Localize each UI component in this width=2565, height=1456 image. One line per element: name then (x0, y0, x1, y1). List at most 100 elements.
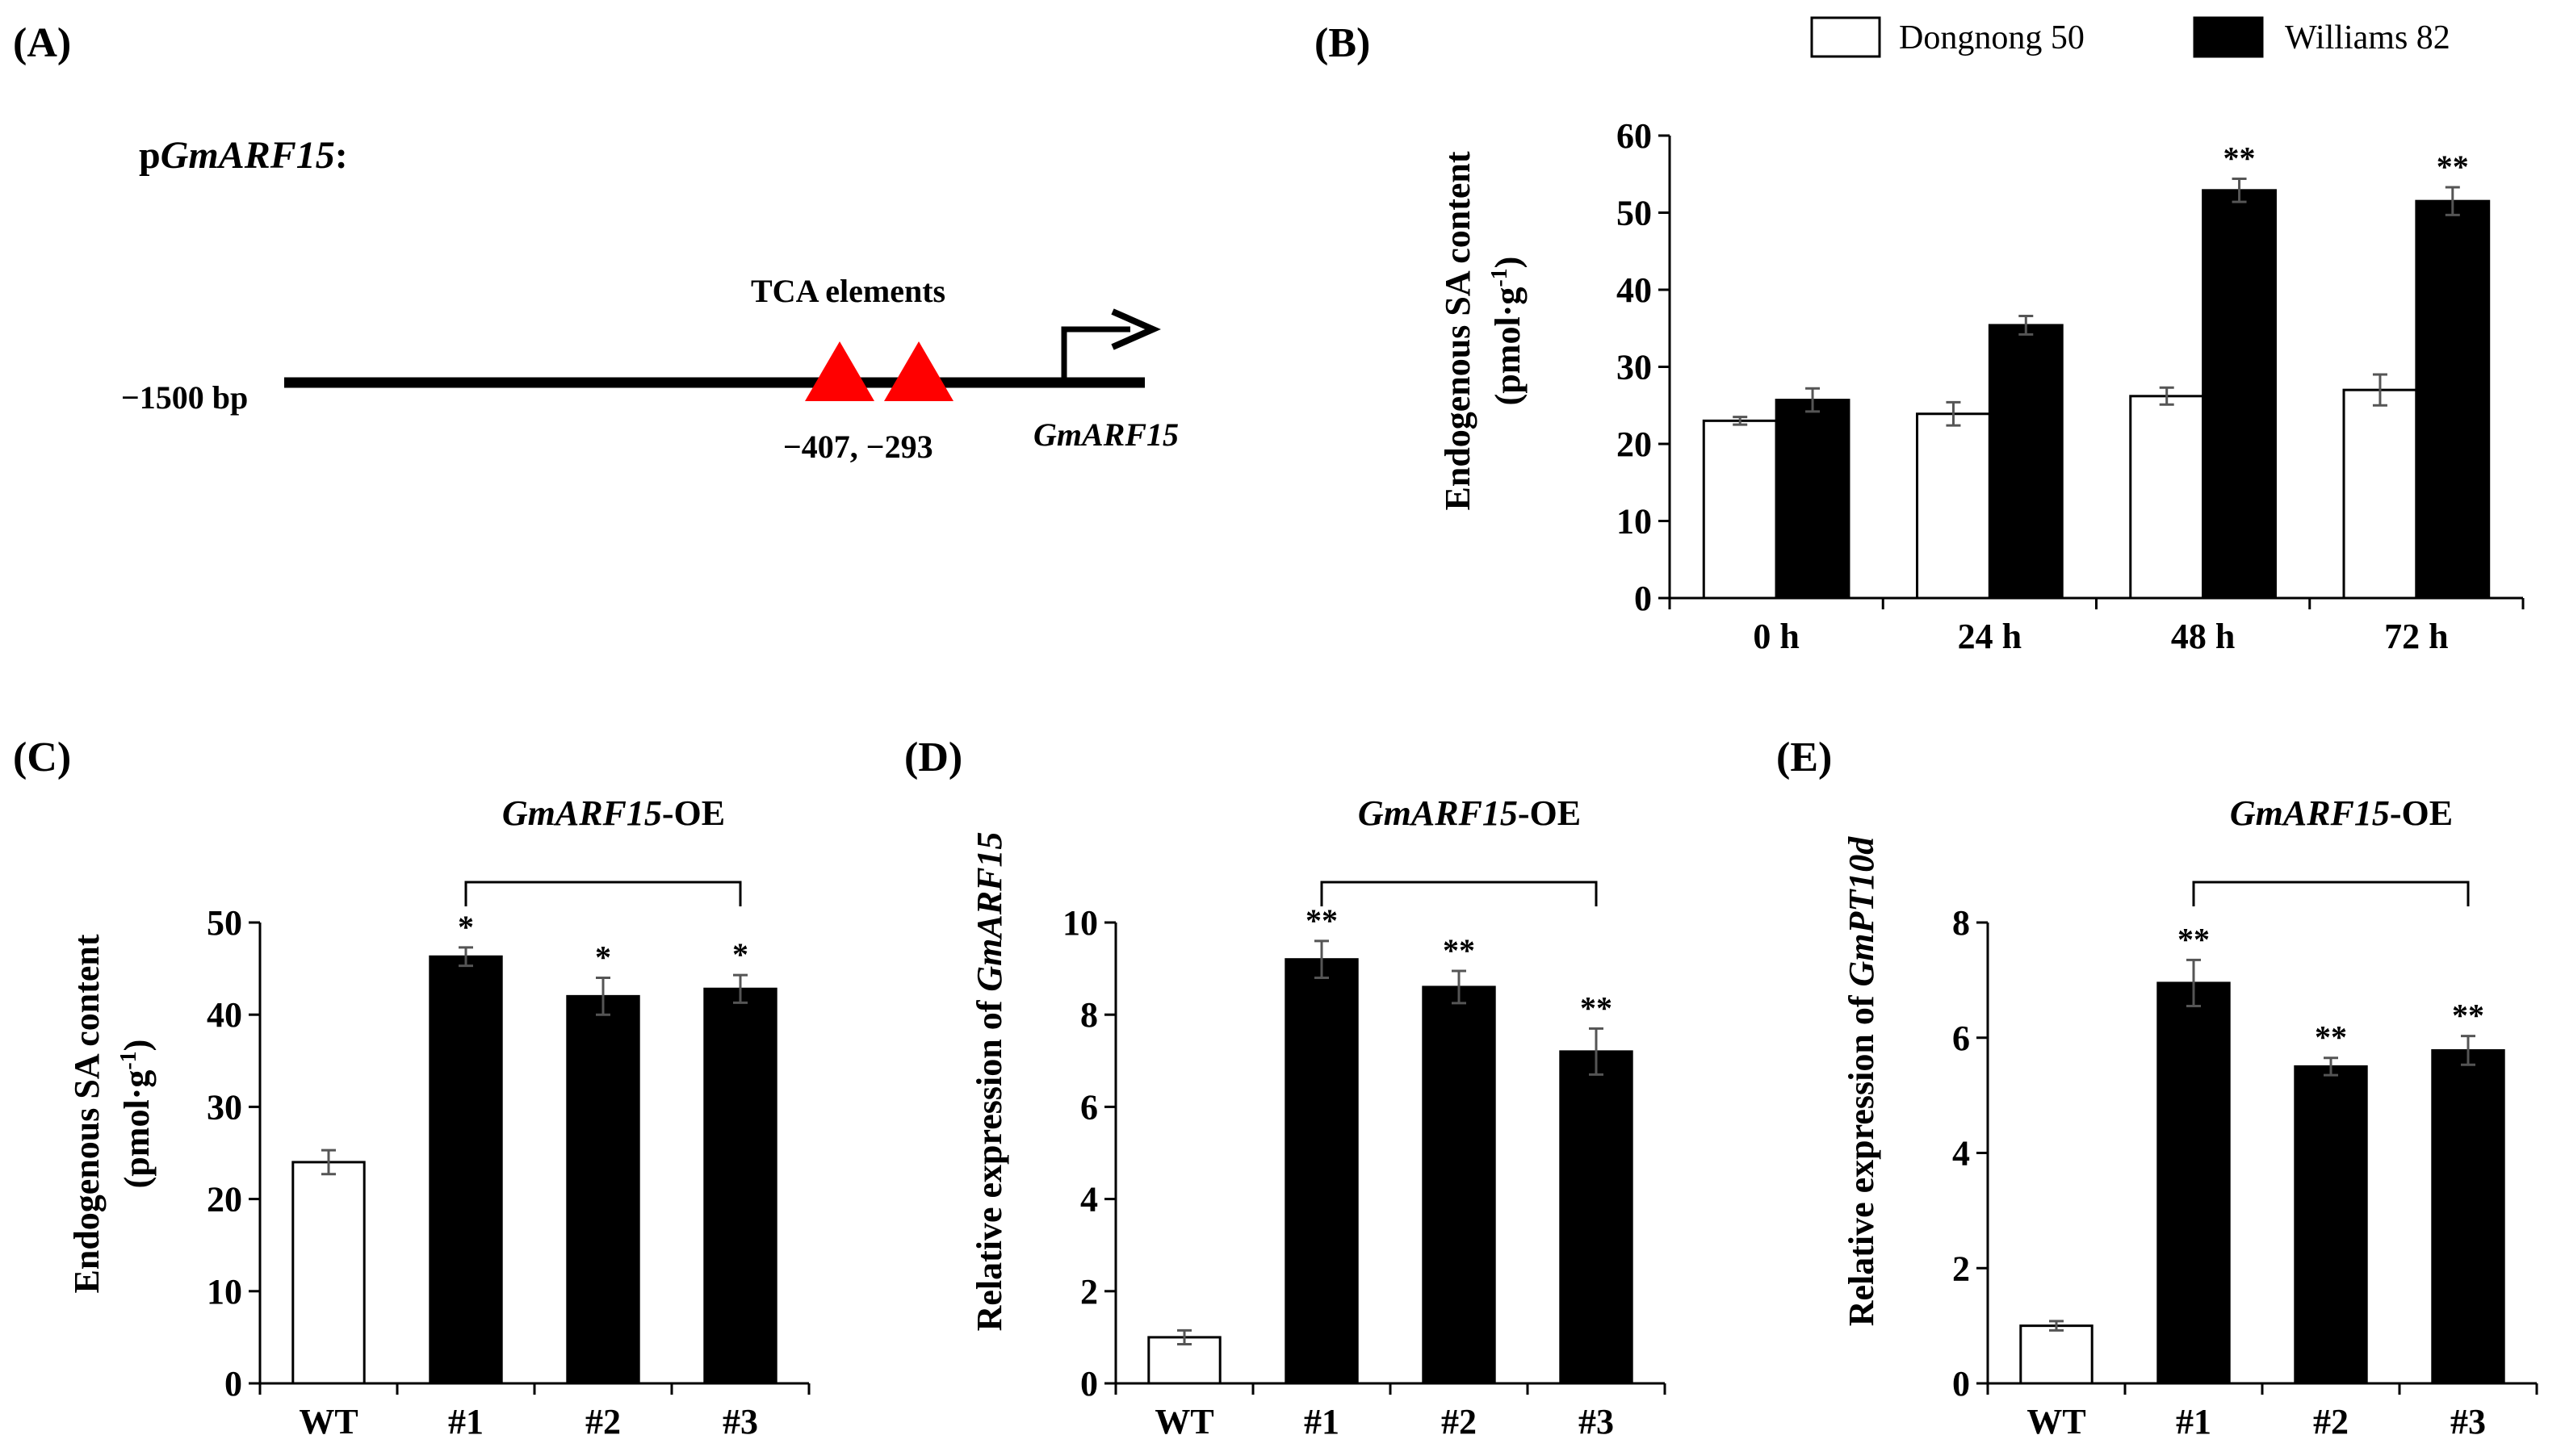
chart-c-group-label: GmARF15-OE (502, 793, 725, 833)
chart-b-y-tick-label: 20 (1616, 425, 1652, 464)
chart-e: Relative expression of GmPT10d GmARF15-O… (1842, 793, 2538, 1441)
panel-label-c: (C) (13, 734, 71, 780)
chart-b-x-tick-label: 24 h (1958, 617, 2022, 656)
chart-d-bar-significance: ** (1306, 902, 1338, 939)
chart-c-y-tick-label: 30 (207, 1087, 242, 1127)
chart-b-bar-dongnong (2129, 395, 2205, 600)
chart-c-ylabel: Endogenous SA content (67, 934, 107, 1293)
chart-c-bar (429, 955, 503, 1385)
chart-d-x-tick-label: #2 (1441, 1402, 1477, 1441)
chart-b: Endogenous SA content (pmol·g-1) 0 10 20 30… (1438, 116, 2525, 656)
chart-c-ylabel-unit: (pmol·g-1) (116, 1040, 157, 1189)
chart-c-x-tick-label: #2 (585, 1402, 621, 1441)
chart-d: Relative expression of GmARF15 GmARF15-O… (970, 793, 1666, 1441)
chart-b-bar-williams-significance: ** (2437, 149, 2469, 185)
chart-b-y-tick-label: 40 (1616, 270, 1652, 310)
chart-c-y-tick-label: 50 (207, 903, 242, 943)
chart-c-bar (291, 1161, 366, 1385)
tca-element-marker-1 (805, 341, 874, 401)
chart-d-bar (1285, 958, 1359, 1385)
chart-c-bar-significance: * (458, 909, 474, 945)
chart-e-y-tick-label: 8 (1952, 903, 1970, 943)
chart-d-x-tick-label: #3 (1578, 1402, 1614, 1441)
transcription-arrowhead (1111, 308, 1161, 350)
chart-b-y-tick-label: 50 (1616, 194, 1652, 233)
legend-swatch-williams (2193, 16, 2264, 58)
chart-b-x-tick-label: 48 h (2171, 617, 2235, 656)
chart-e-y-tick-label: 2 (1952, 1249, 1970, 1288)
chart-b-ylabel-unit: (pmol·g-1) (1487, 257, 1528, 406)
chart-d-y-tick-label: 0 (1080, 1364, 1098, 1404)
chart-e-bar (2019, 1324, 2093, 1385)
chart-c-bar (566, 994, 640, 1385)
chart-d-x-tick-label: WT (1155, 1402, 1213, 1441)
legend: Dongnong 50 Williams 82 (1810, 16, 2450, 58)
chart-d-bar (1559, 1050, 1633, 1385)
chart-c-x-tick-label: #1 (448, 1402, 484, 1441)
panel-label-d: (D) (904, 734, 962, 780)
chart-e-bar-significance: ** (2315, 1019, 2347, 1056)
chart-b-bar-williams-significance: ** (2223, 140, 2256, 176)
chart-b-bar-dongnong (2342, 388, 2418, 600)
chart-c-bar-significance: * (732, 936, 748, 973)
chart-d-group-label: GmARF15-OE (1358, 793, 1581, 833)
chart-e-y-tick-label: 0 (1952, 1364, 1970, 1404)
chart-c-bar (703, 987, 777, 1385)
chart-e-group-label: GmARF15-OE (2230, 793, 2453, 833)
chart-e-y-tick-label: 6 (1952, 1019, 1970, 1058)
chart-e-x-tick-label: WT (2026, 1402, 2085, 1441)
chart-e-bar (2431, 1048, 2505, 1385)
chart-e-ylabel: Relative expression of GmPT10d (1842, 836, 1881, 1327)
chart-b-y-tick-label: 60 (1616, 116, 1652, 156)
legend-swatch-dongnong (1810, 16, 1881, 58)
transcription-start-arrow (1061, 326, 1130, 379)
tca-positions-label: −407, −293 (783, 429, 933, 465)
chart-b-bar-dongnong (1702, 419, 1778, 600)
panel-label-b: (B) (1314, 20, 1370, 66)
chart-e-bar-significance: ** (2452, 998, 2484, 1034)
chart-e-bar (2294, 1065, 2368, 1385)
chart-c-y-tick-label: 20 (207, 1180, 242, 1220)
chart-c-y-tick-label: 10 (207, 1272, 242, 1312)
chart-b-y-tick-label: 0 (1634, 579, 1652, 618)
chart-c-y-tick-label: 40 (207, 995, 242, 1035)
legend-label-williams: Williams 82 (2285, 19, 2450, 56)
chart-c-bar-significance: * (595, 939, 611, 976)
chart-d-y-tick-label: 4 (1080, 1180, 1098, 1220)
chart-d-bar (1422, 985, 1496, 1385)
chart-b-bar-dongnong (1916, 412, 1991, 600)
chart-b-bar-williams (2202, 189, 2277, 600)
panel-label-a: (A) (13, 20, 71, 66)
chart-b-x-tick-label: 0 h (1753, 617, 1799, 656)
promoter-diagram: pGmARF15: −1500 bp TCA elements −407, −2… (121, 134, 1179, 465)
chart-e-bar (2156, 981, 2231, 1385)
chart-b-bar-williams (1988, 324, 2064, 600)
chart-b-y-tick-label: 10 (1616, 502, 1652, 542)
chart-d-y-tick-label: 8 (1080, 995, 1098, 1035)
chart-c-group-bracket (464, 881, 742, 906)
gene-label: GmARF15 (1033, 416, 1179, 453)
chart-e-y-tick-label: 4 (1952, 1134, 1970, 1174)
chart-e-x-tick-label: #1 (2176, 1402, 2211, 1441)
promoter-start-label: −1500 bp (121, 379, 248, 416)
chart-d-x-tick-label: #1 (1304, 1402, 1339, 1441)
chart-e-bar-significance: ** (2177, 921, 2210, 957)
chart-d-group-bracket (1320, 881, 1598, 906)
chart-b-bar-williams (1775, 399, 1850, 600)
panel-label-e: (E) (1776, 734, 1832, 780)
chart-d-y-tick-label: 6 (1080, 1087, 1098, 1127)
chart-e-x-tick-label: #2 (2313, 1402, 2349, 1441)
promoter-title: pGmARF15: (139, 134, 348, 177)
chart-b-x-tick-label: 72 h (2384, 617, 2448, 656)
chart-d-ylabel: Relative expression of GmARF15 (970, 832, 1009, 1332)
chart-e-x-tick-label: #3 (2450, 1402, 2486, 1441)
chart-d-y-tick-label: 2 (1080, 1272, 1098, 1312)
tca-element-marker-2 (884, 341, 953, 401)
chart-b-ylabel: Endogenous SA content (1438, 151, 1477, 510)
legend-label-dongnong: Dongnong 50 (1899, 19, 2085, 56)
chart-e-group-bracket (2192, 881, 2470, 906)
chart-c-y-tick-label: 0 (224, 1364, 242, 1404)
chart-c-x-tick-label: #3 (723, 1402, 758, 1441)
chart-b-bar-williams (2415, 199, 2491, 600)
